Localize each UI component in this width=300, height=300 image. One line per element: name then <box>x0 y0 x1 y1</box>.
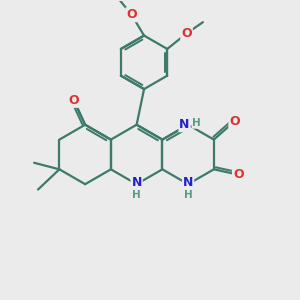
Text: H: H <box>184 190 193 200</box>
Text: O: O <box>229 115 240 128</box>
Text: O: O <box>181 27 192 40</box>
Text: O: O <box>126 8 137 21</box>
Text: O: O <box>233 168 244 181</box>
Text: H: H <box>192 118 201 128</box>
Text: N: N <box>179 118 190 131</box>
Text: N: N <box>131 176 142 189</box>
Text: N: N <box>183 176 193 189</box>
Text: O: O <box>68 94 79 107</box>
Text: H: H <box>132 190 140 200</box>
